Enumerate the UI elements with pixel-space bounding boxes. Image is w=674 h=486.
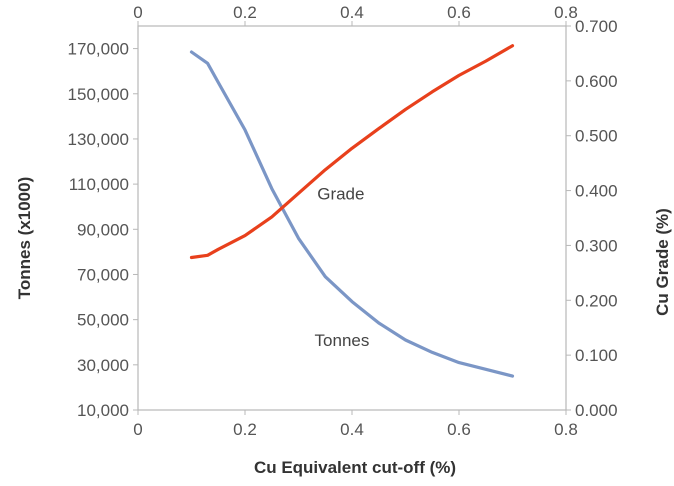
left-tick-label: 30,000 xyxy=(77,356,129,375)
right-tick-label: 0.200 xyxy=(575,291,618,310)
annotation-tonnes: Tonnes xyxy=(315,331,370,350)
top-tick-label: 0.6 xyxy=(447,3,471,22)
top-tick-label: 0 xyxy=(133,3,142,22)
series-line-grade xyxy=(189,44,515,260)
right-tick-label: 0.100 xyxy=(575,346,618,365)
left-tick-label: 110,000 xyxy=(69,175,129,194)
bottom-tick-label: 0 xyxy=(133,420,142,439)
bottom-axis-ticks: 0 0.2 0.4 0.6 0.8 xyxy=(133,410,578,439)
bottom-tick-label: 0.4 xyxy=(340,420,364,439)
series-layer xyxy=(189,44,515,378)
annotation-layer: Grade Tonnes xyxy=(315,184,370,350)
right-tick-label: 0.700 xyxy=(575,17,618,36)
right-axis-ticks: 0.000 0.100 0.200 0.300 0.400 0.500 0.600 0.700 xyxy=(566,17,618,420)
y2-axis-title: Cu Grade (%) xyxy=(653,208,672,316)
left-tick-label: 10,000 xyxy=(77,401,129,420)
left-tick-label: 170,000 xyxy=(68,40,129,59)
top-axis-ticks: 0 0.2 0.4 0.6 0.8 xyxy=(133,3,578,26)
left-tick-label: 50,000 xyxy=(77,311,129,330)
bottom-tick-label: 0.8 xyxy=(554,420,578,439)
x-axis-title: Cu Equivalent cut-off (%) xyxy=(254,458,456,477)
left-tick-label: 70,000 xyxy=(77,265,129,284)
right-tick-label: 0.300 xyxy=(575,236,618,255)
right-tick-label: 0.400 xyxy=(575,182,618,201)
top-tick-label: 0.4 xyxy=(340,3,364,22)
top-tick-label: 0.8 xyxy=(554,3,578,22)
right-tick-label: 0.000 xyxy=(575,401,618,420)
left-axis-ticks: 10,000 30,000 50,000 70,000 90,000 110,000 130… xyxy=(68,40,138,420)
left-tick-label: 90,000 xyxy=(77,220,129,239)
right-tick-label: 0.600 xyxy=(575,72,618,91)
y-axis-title: Tonnes (x1000) xyxy=(15,177,34,300)
bottom-tick-label: 0.6 xyxy=(447,420,471,439)
series-line-tonnes xyxy=(189,50,515,378)
top-tick-label: 0.2 xyxy=(233,3,257,22)
left-tick-label: 150,000 xyxy=(68,85,129,104)
annotation-grade: Grade xyxy=(317,184,364,203)
bottom-tick-label: 0.2 xyxy=(233,420,257,439)
left-tick-label: 130,000 xyxy=(68,130,129,149)
right-tick-label: 0.500 xyxy=(575,127,618,146)
